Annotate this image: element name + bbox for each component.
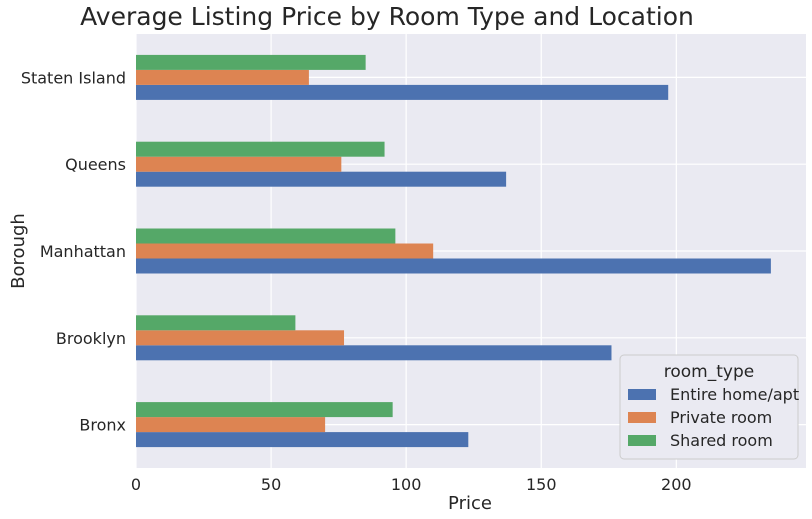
legend-label: Private room: [670, 408, 772, 427]
legend-items: Entire home/apt Private room Shared room: [628, 385, 799, 450]
y-tick-label: Manhattan: [40, 242, 126, 261]
bar-manhattan-shared-room: [136, 228, 396, 244]
x-axis-label: Price: [448, 493, 492, 514]
y-tick-label: Staten Island: [21, 68, 126, 87]
bar-bronx-shared-room: [136, 402, 393, 418]
legend-label: Entire home/apt: [670, 385, 799, 404]
legend-label: Shared room: [670, 431, 773, 450]
legend-swatch: [628, 412, 656, 423]
bar-staten-island-private-room: [136, 69, 309, 85]
bar-manhattan-entire-home-apt: [136, 258, 771, 274]
bar-staten-island-shared-room: [136, 54, 366, 70]
x-tick-label: 150: [526, 475, 557, 494]
bar-queens-entire-home-apt: [136, 171, 507, 187]
bar-staten-island-entire-home-apt: [136, 84, 669, 100]
bar-manhattan-private-room: [136, 243, 434, 259]
y-tick-label: Brooklyn: [56, 329, 126, 348]
bars: [136, 54, 771, 448]
bar-queens-private-room: [136, 156, 342, 172]
bar-bronx-private-room: [136, 417, 326, 433]
bar-brooklyn-private-room: [136, 330, 345, 346]
bar-bronx-entire-home-apt: [136, 432, 469, 448]
legend-box: [619, 354, 799, 460]
y-tick-label: Bronx: [79, 416, 126, 435]
chart-title: Average Listing Price by Room Type and L…: [80, 2, 694, 31]
x-tick-label: 50: [261, 475, 281, 494]
legend-swatch: [628, 435, 656, 446]
bar-queens-shared-room: [136, 141, 385, 157]
x-tick-label: 0: [131, 475, 141, 494]
y-axis-label: Borough: [8, 213, 29, 289]
y-tick-labels: Bronx Brooklyn Manhattan Queens Staten Islan…: [21, 68, 126, 434]
x-tick-labels: 0 50 100 150 200: [131, 475, 692, 494]
legend-title: room_type: [664, 362, 754, 382]
x-tick-label: 100: [391, 475, 422, 494]
legend-swatch: [628, 389, 656, 400]
x-tick-label: 200: [661, 475, 692, 494]
y-tick-label: Queens: [65, 155, 126, 174]
bar-brooklyn-entire-home-apt: [136, 345, 612, 361]
legend: room_type Entire home/apt Private room Sha…: [619, 354, 799, 460]
bar-brooklyn-shared-room: [136, 315, 296, 331]
